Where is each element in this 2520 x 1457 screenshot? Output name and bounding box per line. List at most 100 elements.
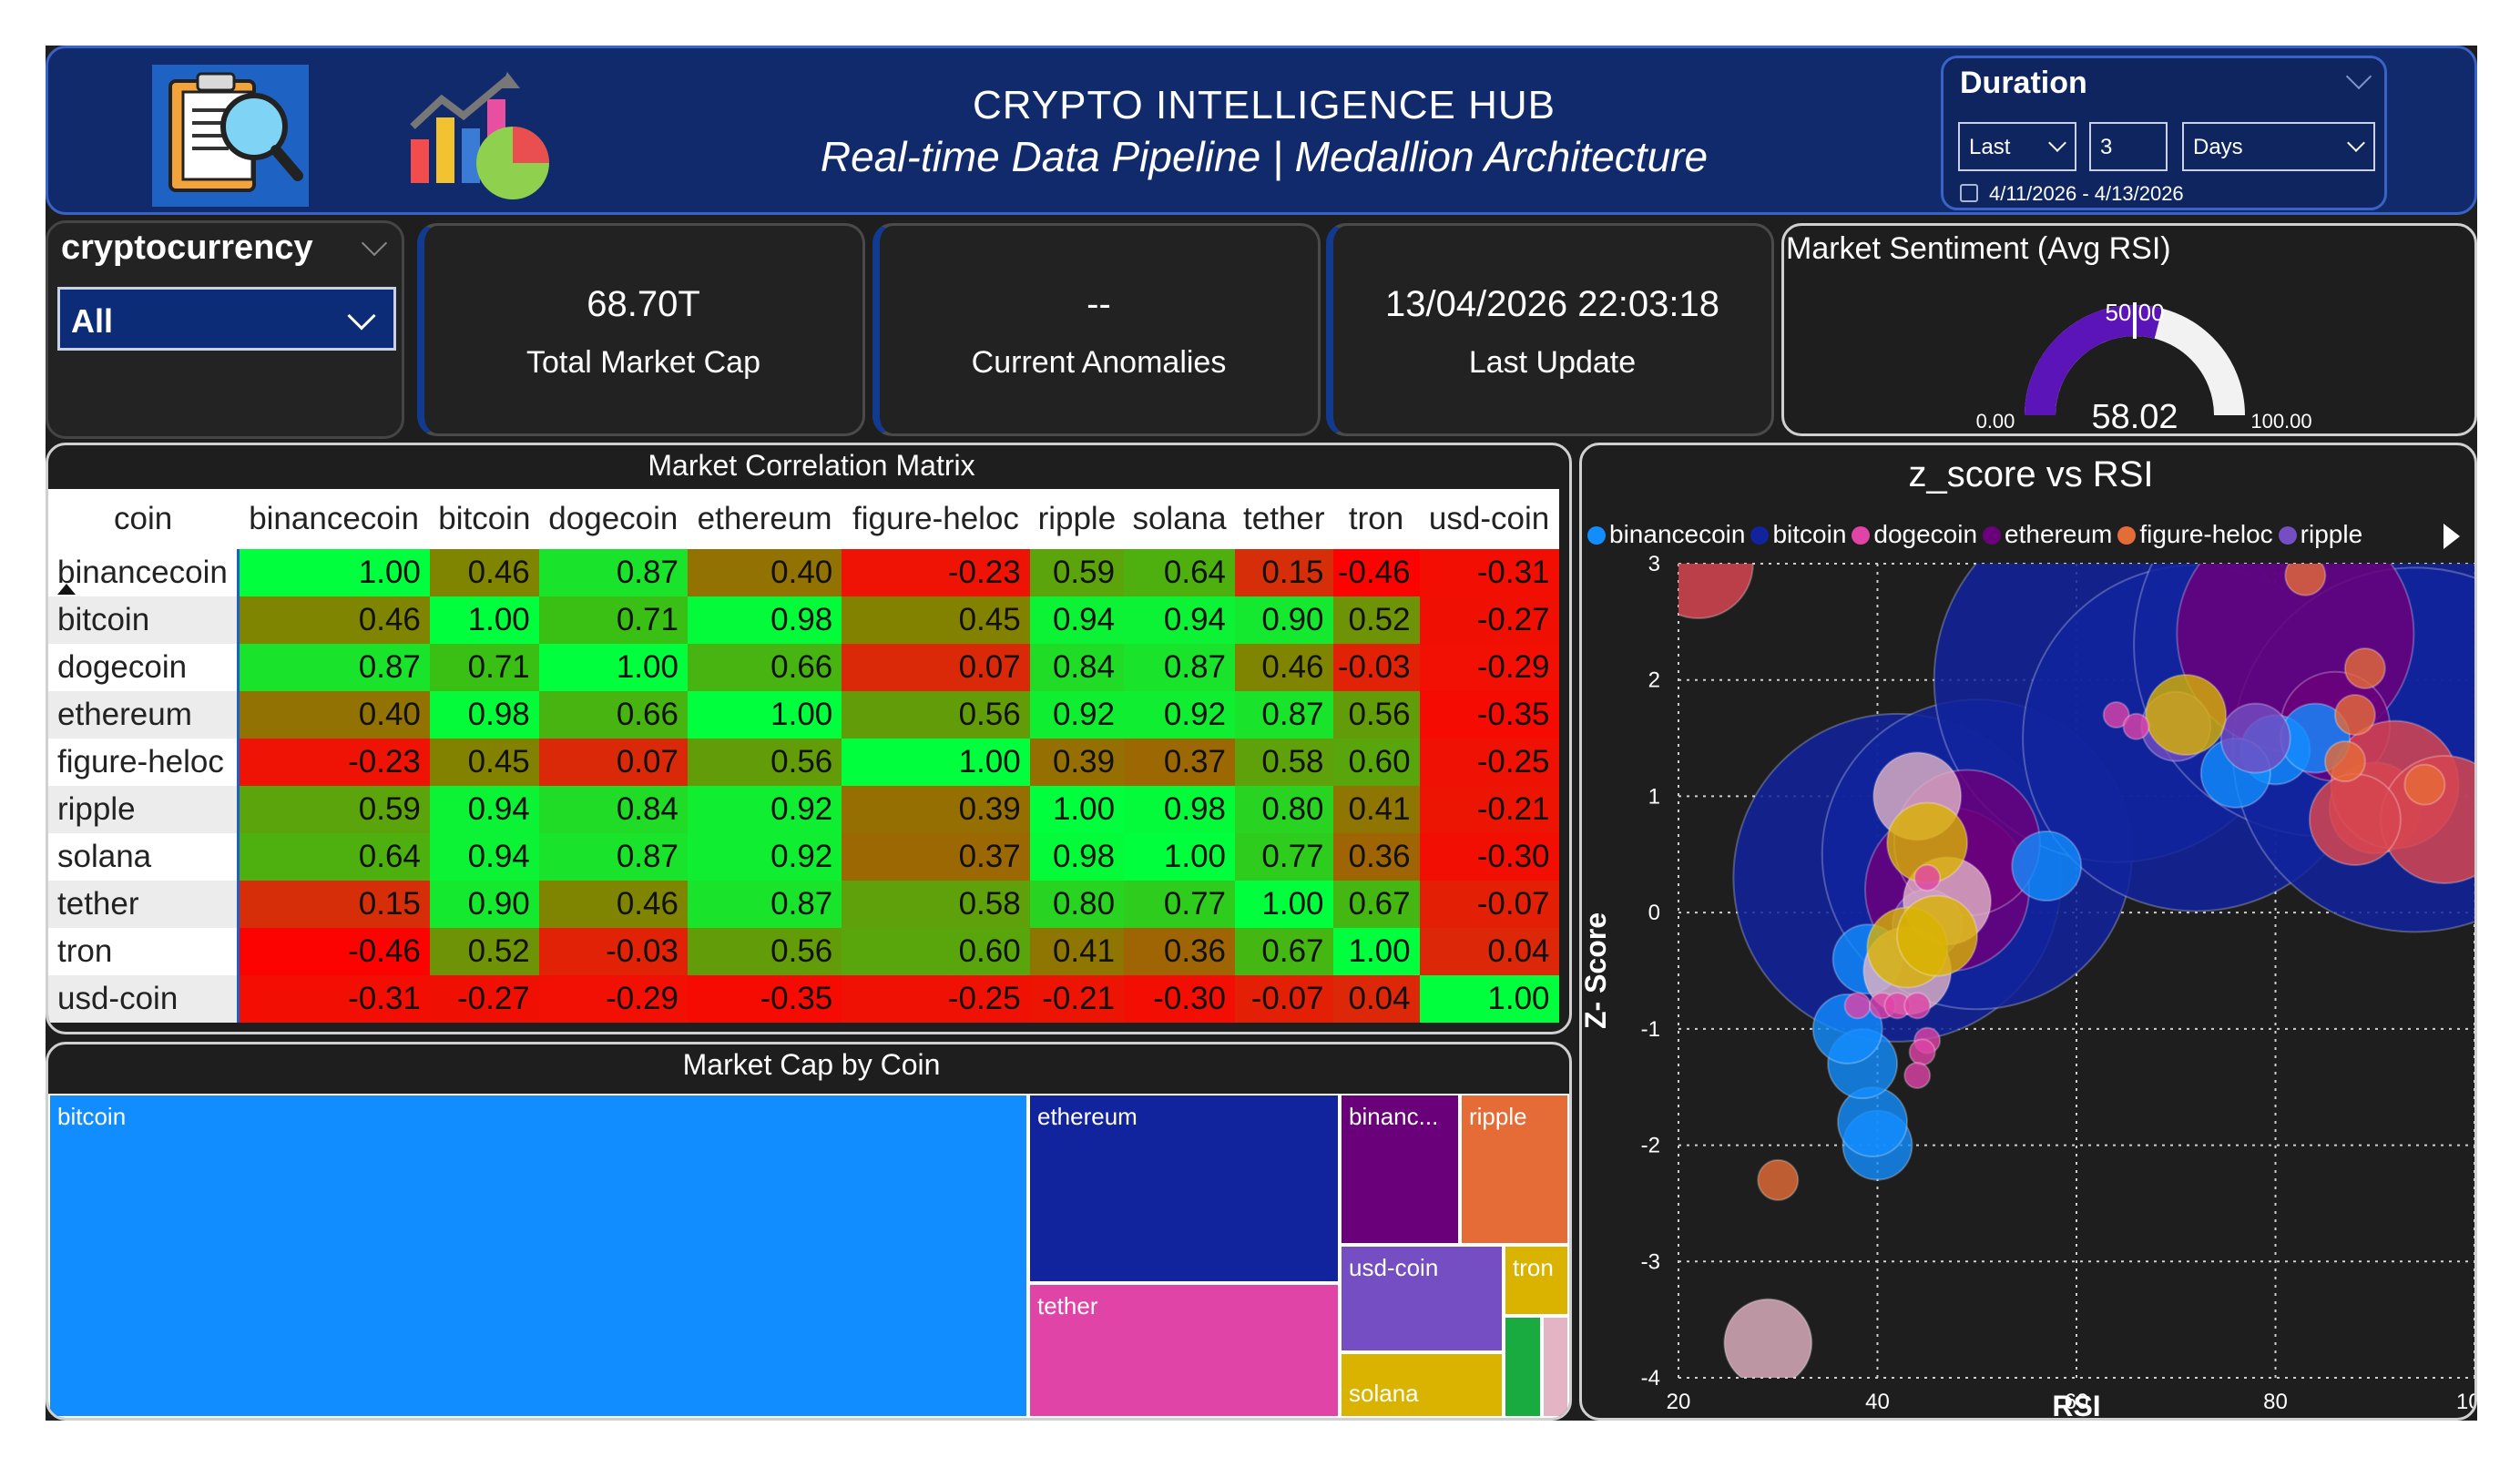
correlation-corner-header[interactable]: coin	[48, 489, 239, 595]
scatter-point[interactable]	[1903, 1061, 1932, 1089]
scatter-point[interactable]	[1843, 992, 1872, 1020]
correlation-cell: 0.84	[1029, 644, 1125, 691]
kpi-label: Current Anomalies	[971, 345, 1227, 380]
table-row[interactable]: solana 0.64 0.94 0.87 0.92 0.37 0.98 1.00 0.77 0.…	[48, 833, 1559, 881]
correlation-cell: 0.87	[687, 881, 842, 928]
gauge-title: Market Sentiment (Avg RSI)	[1786, 231, 2171, 266]
treemap-tile[interactable]: ethereum	[1028, 1094, 1340, 1283]
scatter-point[interactable]	[1723, 1298, 1813, 1387]
correlation-column-header[interactable]: tether	[1235, 489, 1333, 549]
y-tick-label: -1	[1641, 1017, 1660, 1042]
duration-unit-dropdown[interactable]: Days	[2182, 122, 2375, 171]
scatter-point[interactable]	[1903, 992, 1932, 1020]
treemap-tile[interactable]	[1504, 1316, 1542, 1418]
table-row[interactable]: tether 0.15 0.90 0.46 0.87 0.58 0.80 0.77 1.00 0.…	[48, 881, 1559, 928]
treemap-tile[interactable]: tron	[1504, 1245, 1569, 1316]
treemap-tile[interactable]: binanc...	[1340, 1094, 1460, 1245]
treemap-tile[interactable]: usd-coin	[1340, 1245, 1504, 1352]
correlation-cell: -0.35	[1419, 691, 1559, 739]
correlation-column-header[interactable]: usd-coin	[1419, 489, 1559, 549]
kpi-value: 68.70T	[587, 284, 700, 324]
legend-next-arrow-icon[interactable]	[2443, 524, 2460, 549]
scatter-plot[interactable]: 20 40 60 80 100 3 2 1 0 -1 -2 -3 -4 RSI Z- Score	[1582, 445, 2477, 1421]
treemap-tile[interactable]: bitcoin	[48, 1094, 1028, 1418]
chevron-down-icon[interactable]	[361, 229, 388, 257]
cryptocurrency-slicer: cryptocurrency All	[46, 220, 404, 439]
table-row[interactable]: figure-heloc -0.23 0.45 0.07 0.56 1.00 0.39 0.3…	[48, 739, 1559, 786]
table-row[interactable]: bitcoin 0.46 1.00 0.71 0.98 0.45 0.94 0.94 0.90 0…	[48, 596, 1559, 644]
row-label: figure-heloc	[48, 739, 240, 786]
treemap-tile[interactable]: tether	[1028, 1283, 1340, 1418]
kpi-current-anomalies: -- Current Anomalies	[872, 223, 1321, 436]
legend-item[interactable]: bitcoin	[1750, 520, 1846, 549]
treemap-tile[interactable]: ripple	[1460, 1094, 1569, 1245]
scatter-point[interactable]	[2011, 830, 2083, 902]
table-row[interactable]: binancecoin 1.00 0.46 0.87 0.40 -0.23 0.59 0.64…	[48, 549, 1559, 596]
correlation-cell: -0.29	[538, 975, 688, 1023]
correlation-cell: 0.37	[842, 833, 1030, 881]
x-tick-label: 20	[1667, 1390, 1691, 1414]
gauge-max-label: 100.00	[2250, 410, 2311, 433]
correlation-column-header[interactable]: bitcoin	[429, 489, 539, 549]
scatter-point[interactable]	[1896, 894, 1979, 977]
correlation-column-header[interactable]: ethereum	[687, 489, 842, 549]
correlation-header-row: coin binancecoin bitcoin dogecoin ethereum fi…	[48, 489, 1559, 595]
correlation-column-header[interactable]: solana	[1124, 489, 1236, 549]
correlation-matrix-panel: Market Correlation Matrix coin binancecoi…	[46, 443, 1572, 1034]
kpi-total-market-cap: 68.70T Total Market Cap	[417, 223, 865, 436]
x-tick-label: 80	[2263, 1390, 2288, 1414]
table-row[interactable]: ethereum 0.40 0.98 0.66 1.00 0.56 0.92 0.92 0.87…	[48, 691, 1559, 739]
correlation-cell: 0.90	[1235, 596, 1333, 644]
table-row[interactable]: dogecoin 0.87 0.71 1.00 0.66 0.07 0.84 0.87 0.46…	[48, 644, 1559, 691]
treemap-tile[interactable]: solana	[1340, 1352, 1504, 1418]
correlation-column-header[interactable]: figure-heloc	[842, 489, 1030, 549]
scatter-point[interactable]	[2102, 701, 2130, 729]
row-label: tether	[48, 881, 240, 928]
scatter-point[interactable]	[1757, 1158, 1800, 1201]
correlation-cell: 0.15	[1235, 549, 1333, 596]
chevron-down-icon[interactable]	[2345, 63, 2372, 90]
duration-slicer: Duration Last 3 Days 4/11/2026 - 4/13/20…	[1941, 56, 2387, 210]
correlation-cell: 0.52	[1332, 596, 1420, 644]
scatter-point[interactable]	[2219, 702, 2291, 774]
duration-count-input[interactable]: 3	[2089, 122, 2168, 171]
correlation-column-header[interactable]: tron	[1332, 489, 1420, 549]
correlation-cell: 0.56	[842, 691, 1030, 739]
scatter-point[interactable]	[2122, 712, 2150, 740]
correlation-column-header[interactable]: ripple	[1029, 489, 1125, 549]
table-row[interactable]: ripple 0.59 0.94 0.84 0.92 0.39 1.00 0.98 0.80 0.…	[48, 786, 1559, 833]
correlation-column-header[interactable]: dogecoin	[538, 489, 688, 549]
legend-item[interactable]: figure-heloc	[2117, 520, 2273, 549]
correlation-column-header[interactable]: binancecoin	[238, 489, 430, 549]
correlation-cell: 0.98	[429, 691, 539, 739]
scatter-point[interactable]	[2403, 763, 2446, 806]
scatter-point[interactable]	[2323, 740, 2366, 783]
correlation-cell: 0.66	[687, 644, 842, 691]
scatter-point[interactable]	[1913, 863, 1942, 892]
correlation-cell: 0.41	[1332, 786, 1420, 833]
legend-item[interactable]: ripple	[2278, 520, 2362, 549]
scatter-point[interactable]	[2308, 772, 2402, 866]
scatter-point[interactable]	[1908, 1038, 1936, 1066]
table-row[interactable]: usd-coin -0.31 -0.27 -0.29 -0.35 -0.25 -0.21 -0…	[48, 975, 1559, 1023]
correlation-cell: 0.39	[842, 786, 1030, 833]
legend-item[interactable]: ethereum	[1983, 520, 2112, 549]
row-label: solana	[48, 833, 240, 881]
row-label: ethereum	[48, 691, 240, 739]
correlation-cell: 0.07	[842, 644, 1030, 691]
treemap-tile[interactable]	[1542, 1316, 1569, 1418]
scatter-point[interactable]	[1644, 509, 1754, 619]
scatter-point[interactable]	[2145, 674, 2228, 757]
row-label: usd-coin	[48, 975, 240, 1023]
table-row[interactable]: tron -0.46 0.52 -0.03 0.56 0.60 0.41 0.36 0.67 1.…	[48, 928, 1559, 975]
scatter-point[interactable]	[2284, 555, 2327, 596]
duration-mode-dropdown[interactable]: Last	[1958, 122, 2076, 171]
legend-item[interactable]: dogecoin	[1852, 520, 1977, 549]
correlation-cell: 0.52	[429, 928, 539, 975]
correlation-cell: 1.00	[1419, 975, 1559, 1023]
scatter-point[interactable]	[2343, 647, 2386, 689]
legend-item[interactable]: binancecoin	[1587, 520, 1745, 549]
cryptocurrency-dropdown[interactable]: All	[57, 287, 396, 351]
scatter-point[interactable]	[2333, 694, 2376, 737]
chevron-down-icon	[2347, 134, 2365, 152]
